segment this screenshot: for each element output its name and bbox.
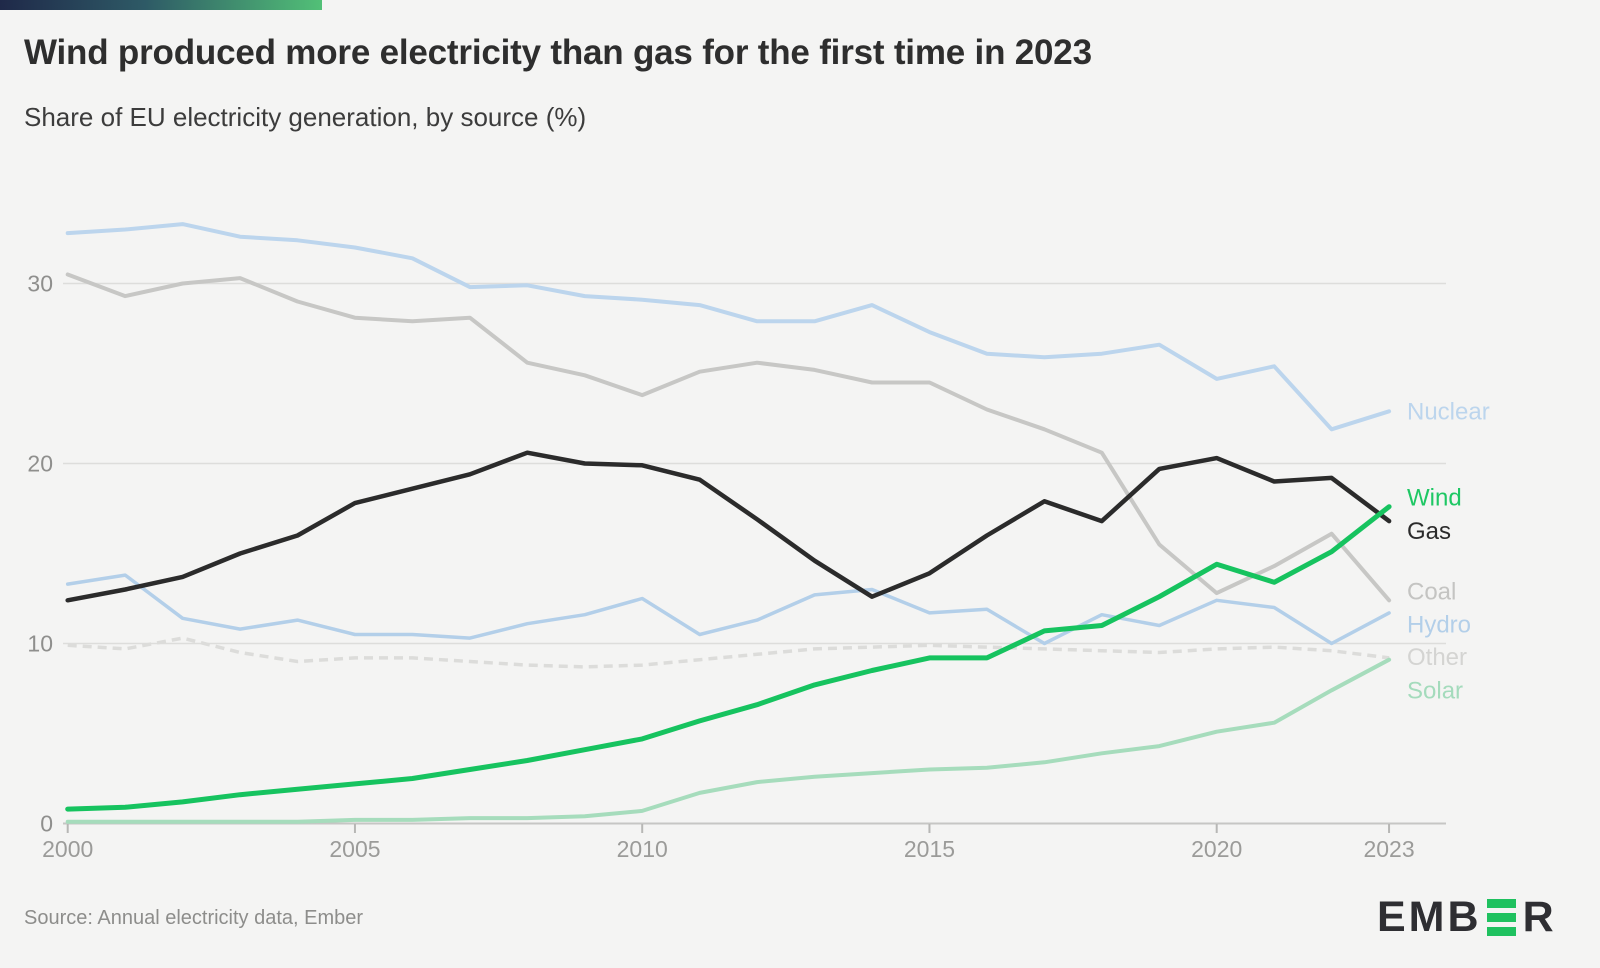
x-axis-label-2015: 2015 <box>904 836 955 862</box>
series-label-solar: Solar <box>1407 677 1463 704</box>
x-axis-label-2005: 2005 <box>329 836 380 862</box>
series-label-wind: Wind <box>1407 485 1462 512</box>
x-axis-label-2010: 2010 <box>617 836 668 862</box>
line-coal <box>65 272 1392 603</box>
series-label-nuclear: Nuclear <box>1407 398 1490 425</box>
series-label-other: Other <box>1407 644 1467 671</box>
series-label-coal: Coal <box>1407 578 1456 605</box>
y-axis-label-30: 30 <box>27 271 53 297</box>
y-axis-label-20: 20 <box>27 451 53 477</box>
line-solar <box>65 657 1392 824</box>
source-note: Source: Annual electricity data, Ember <box>24 907 364 929</box>
brand-gradient-bar <box>0 0 322 10</box>
y-axis-label-10: 10 <box>27 631 53 657</box>
line-hydro <box>65 573 1391 646</box>
series-label-gas: Gas <box>1407 518 1451 545</box>
page-subtitle: Share of EU electricity generation, by s… <box>24 102 587 132</box>
ember-logo: EMB R <box>1377 896 1557 939</box>
line-other <box>67 636 1390 669</box>
logo-text-r: R <box>1522 893 1557 941</box>
line-gas <box>65 450 1392 603</box>
line-wind <box>65 504 1392 812</box>
x-axis-label-2023: 2023 <box>1363 836 1414 862</box>
logo-green-e-icon <box>1486 899 1516 936</box>
page-title: Wind produced more electricity than gas … <box>24 33 1092 72</box>
line-nuclear <box>65 222 1392 432</box>
x-axis-label-2000: 2000 <box>42 836 93 862</box>
y-axis-label-0: 0 <box>40 811 53 837</box>
logo-text-emb: EMB <box>1377 893 1482 941</box>
x-axis-label-2020: 2020 <box>1191 836 1242 862</box>
series-label-hydro: Hydro <box>1407 612 1471 639</box>
